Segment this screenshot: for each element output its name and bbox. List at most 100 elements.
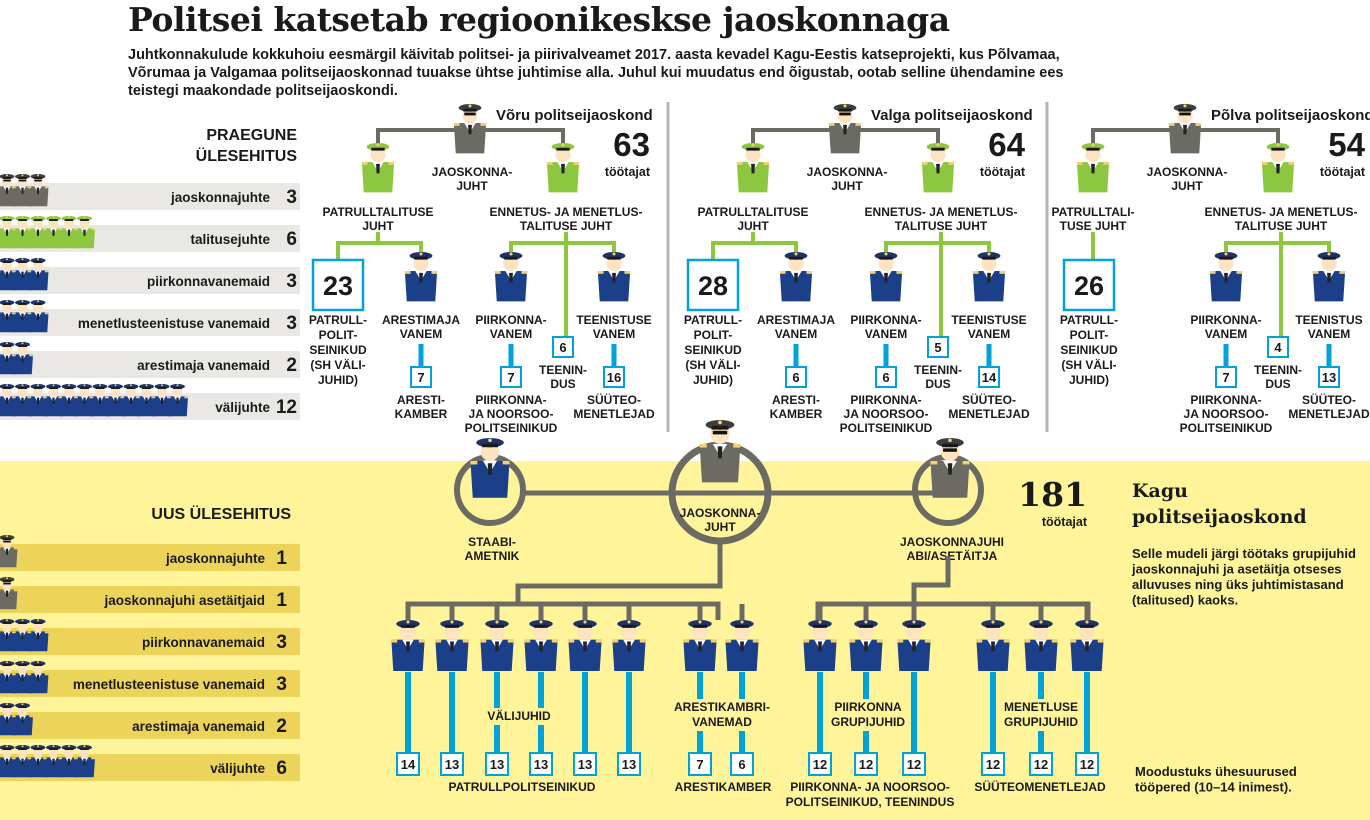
district-officers-label: PIIRKONNA- (475, 393, 546, 407)
procedure-leaders-label: GRUPIJUHID (1004, 715, 1078, 729)
uniform-shape (1312, 271, 1346, 302)
cap-band-shape (2, 580, 12, 582)
station-name: Valga politseijaoskond (871, 107, 1033, 124)
count-box (1215, 366, 1237, 388)
badge-shape (52, 745, 55, 748)
tie-shape (36, 271, 40, 278)
cap-band-shape (2, 387, 12, 389)
procedure-head-label: VANEM (593, 327, 635, 341)
investigators-label: MENETLEJAD (948, 407, 1030, 421)
cap-band-shape (18, 387, 27, 389)
tie-shape (21, 355, 24, 362)
cap-band-shape (931, 147, 945, 151)
tie-shape (376, 163, 380, 174)
district-officers-label: POLITSEINIKUD (1180, 421, 1273, 435)
patrol-head-label: PATRULLTALITUSE (697, 205, 808, 219)
cap-band-shape (371, 147, 385, 151)
cap-band-shape (142, 387, 151, 389)
epaulet-shape (361, 162, 368, 165)
group-leader-icon (480, 620, 514, 671)
epaulet-shape (1076, 162, 1083, 165)
uniform-shape (0, 547, 18, 568)
tie-shape (83, 229, 86, 236)
detention-label: ARESTI- (772, 393, 820, 407)
cap-band-shape (33, 664, 43, 666)
chief-label: JUHT (831, 179, 863, 193)
face-shape (17, 386, 28, 397)
glasses-shape (464, 112, 476, 116)
new-station-name: Kagu (1132, 480, 1188, 502)
face-shape (110, 386, 121, 397)
station-name: Põlva politseijaoskond (1211, 107, 1370, 124)
legend-row-count: 2 (286, 355, 297, 376)
legend-officer-icon (42, 745, 65, 778)
current-header: ÜLESEHITUS (196, 146, 298, 165)
badge-shape (6, 619, 8, 622)
badge-shape (37, 300, 39, 303)
cap-band-shape (1178, 108, 1192, 112)
legend-officer-icon (58, 745, 80, 778)
epaulet-shape (568, 639, 575, 643)
procedure-head-label: VANEM (968, 327, 1010, 341)
count-box-value: 13 (534, 757, 548, 772)
cap-band-shape (1086, 147, 1100, 151)
uniform-shape (494, 271, 528, 302)
service-label: DUS (1265, 377, 1290, 391)
badge-shape (6, 703, 8, 706)
legend-row-count: 6 (276, 758, 287, 779)
legend-row-count: 3 (286, 187, 297, 208)
cap-band-shape (859, 624, 873, 628)
epaulet-shape (1261, 162, 1268, 165)
uniform-shape (597, 271, 631, 302)
uniform-shape (42, 757, 65, 778)
legend-row-count: 3 (276, 674, 287, 695)
badge-shape (509, 252, 513, 256)
count-box (440, 752, 464, 776)
uniform-shape (828, 123, 862, 154)
epaulet-shape (27, 757, 32, 760)
cap-band-shape (111, 387, 120, 389)
epaulet-shape (44, 186, 49, 189)
tie-shape (145, 397, 148, 404)
epaulet-shape (1003, 639, 1010, 643)
legend-row-count: 3 (276, 632, 287, 653)
legend-officer-icon (11, 703, 34, 736)
station-total: 54 (1328, 126, 1365, 163)
epaulet-shape (921, 162, 928, 165)
legend-officer-icon (73, 216, 96, 249)
badge-shape (6, 174, 8, 177)
cap-band-shape (18, 748, 27, 750)
legend-officer-icon (0, 577, 18, 610)
epaulet-shape (391, 639, 398, 643)
cap-band-shape (445, 624, 459, 628)
badge-shape (884, 252, 888, 256)
uniform-shape (1261, 162, 1295, 193)
uniform-shape (930, 461, 970, 498)
uniform-shape (73, 757, 96, 778)
tie-shape (419, 272, 423, 283)
uniform-shape (27, 631, 49, 652)
service-label: DUS (550, 377, 575, 391)
cap-band-shape (2, 303, 12, 305)
cap-band-shape (49, 748, 58, 750)
face-shape (48, 386, 59, 397)
cap-band-shape (2, 538, 12, 540)
cap-band-shape (173, 387, 182, 389)
badge-shape (627, 620, 631, 624)
district-head-icon (1209, 252, 1243, 302)
tie-shape (912, 641, 916, 652)
tie-shape (987, 272, 991, 283)
tie-shape (406, 641, 410, 652)
epaulet-shape (725, 639, 732, 643)
face-shape (606, 255, 622, 271)
cap-band-shape (789, 256, 803, 260)
cap-band-shape (813, 624, 827, 628)
cap-band-shape (18, 219, 27, 221)
count-box-value: 5 (934, 340, 941, 355)
badge-shape (145, 384, 148, 387)
epaulet-shape (803, 639, 810, 643)
uniform-shape (58, 757, 80, 778)
tie-shape (864, 641, 868, 652)
cap-band-shape (607, 256, 621, 260)
new-total-unit: töötajat (1042, 515, 1088, 529)
